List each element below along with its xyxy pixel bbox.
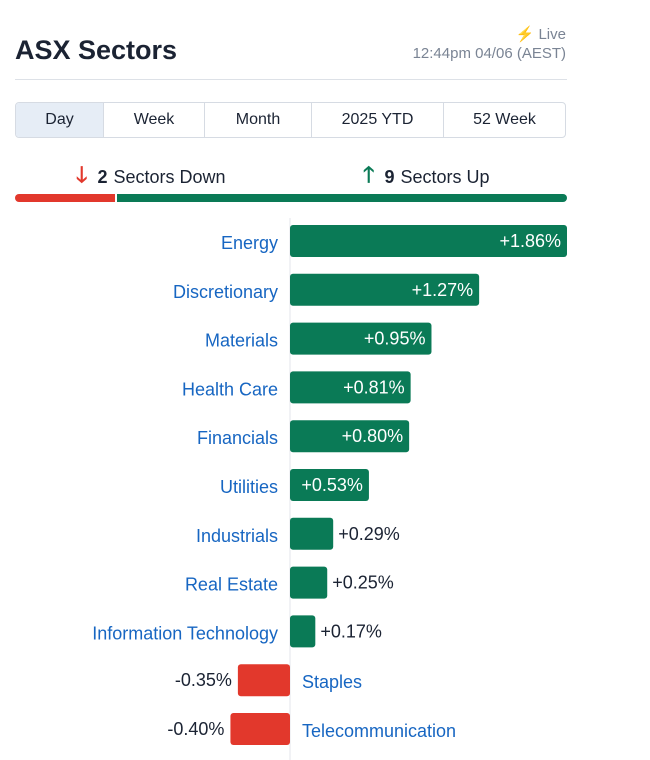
sectors-down-bar <box>15 194 115 202</box>
sectors-down-count: 2 <box>97 166 108 187</box>
live-indicator: ⚡ Live <box>515 25 566 44</box>
category-label[interactable]: Staples <box>302 672 362 692</box>
value-label: +0.25% <box>332 573 394 593</box>
arrow-down-icon: 🡓 <box>76 162 88 187</box>
bar-energy[interactable] <box>290 225 567 257</box>
sectors-up-text: Sectors Up <box>400 166 490 187</box>
tab-month[interactable]: Month <box>205 103 312 137</box>
bar-materials[interactable] <box>290 322 432 355</box>
value-label: +0.80% <box>342 426 404 446</box>
value-label: +0.29% <box>338 524 400 544</box>
bar-health-care[interactable] <box>290 371 411 404</box>
category-label[interactable]: Telecommunication <box>302 721 456 741</box>
page-title: ASX Sectors <box>15 35 178 65</box>
value-label: -0.40% <box>167 719 224 739</box>
live-label: Live <box>538 25 566 43</box>
sectors-up-bar <box>117 194 567 202</box>
value-label: +0.95% <box>364 329 426 349</box>
value-label: +0.53% <box>301 475 363 495</box>
tab-day[interactable]: Day <box>16 103 104 137</box>
bar-discretionary[interactable] <box>290 273 480 306</box>
sectors-down-summary: 🡓 2 Sectors Down <box>76 158 226 196</box>
arrow-up-icon: 🡑 <box>363 162 375 187</box>
category-label[interactable]: Utilities <box>220 477 278 497</box>
tab-week[interactable]: Week <box>104 103 205 137</box>
period-tabs: Day Week Month 2025 YTD 52 Week <box>15 102 566 138</box>
timestamp: 12:44pm 04/06 (AEST) <box>412 45 566 62</box>
category-label[interactable]: Materials <box>205 331 278 351</box>
bar-information-technology[interactable] <box>290 615 316 648</box>
lightning-icon: ⚡ <box>515 26 535 43</box>
value-label: +0.17% <box>320 621 382 641</box>
bar-financials[interactable] <box>290 420 410 453</box>
bar-real-estate[interactable] <box>290 566 328 599</box>
category-label[interactable]: Health Care <box>182 379 278 399</box>
sectors-up-count: 9 <box>384 166 395 187</box>
advance-decline-bar <box>15 194 567 202</box>
sectors-down-text: Sectors Down <box>113 166 226 187</box>
category-label[interactable]: Industrials <box>196 526 278 546</box>
value-label: +0.81% <box>343 377 405 397</box>
bar-telecommunication[interactable] <box>230 713 290 745</box>
category-label[interactable]: Real Estate <box>185 575 278 595</box>
category-label[interactable]: Energy <box>221 233 278 253</box>
sectors-up-summary: 🡑 9 Sectors Up <box>363 158 490 196</box>
category-label[interactable]: Financials <box>197 428 278 448</box>
tab-52-week[interactable]: 52 Week <box>473 111 536 128</box>
value-label: +1.27% <box>412 280 474 300</box>
category-label[interactable]: Discretionary <box>173 282 278 302</box>
header-divider <box>15 79 567 80</box>
value-label: +1.86% <box>499 231 561 251</box>
bar-industrials[interactable] <box>290 517 334 550</box>
category-label[interactable]: Information Technology <box>92 623 278 643</box>
bar-utilities[interactable] <box>290 469 369 501</box>
bar-staples[interactable] <box>237 664 290 697</box>
tab-2025-ytd[interactable]: 2025 YTD <box>312 103 444 137</box>
value-label: -0.35% <box>175 670 232 690</box>
